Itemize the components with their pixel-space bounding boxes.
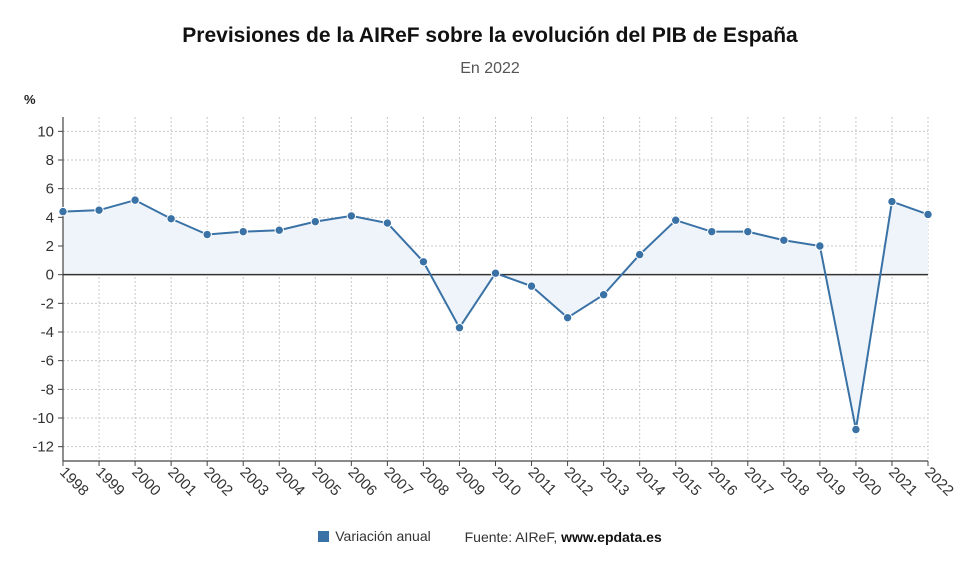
x-tick-label: 2021 [885,464,921,500]
y-tick-label: 6 [46,181,54,198]
x-tick-label: 2014 [633,464,669,500]
y-tick-label: 10 [37,123,54,140]
y-tick-label: -2 [41,295,54,312]
data-point [851,424,861,435]
x-axis-ticks: 1998 1999 2000 2001 2002 2003 2004 2005 2006 2007… [56,461,957,499]
data-point [94,205,104,215]
y-tick-label: -4 [41,324,54,341]
x-tick-label: 2004 [272,464,308,500]
x-tick-label: 2003 [236,464,272,500]
data-point [202,229,212,240]
legend-swatch [318,530,330,542]
data-point [346,211,357,221]
data-point [490,268,501,278]
y-tick-label: 0 [46,267,54,284]
y-tick-label: -12 [32,439,54,456]
y-axis-unit-label: % [24,92,36,107]
x-tick-label: 2019 [813,464,849,500]
y-tick-label: -10 [32,410,54,427]
data-point [707,226,717,237]
grid-lines [62,117,929,461]
legend-item[interactable]: Variación anual [318,528,431,544]
source-note: Fuente: AIReF, www.epdata.es [465,529,662,545]
x-tick-label: 2016 [705,464,741,500]
x-tick-label: 2009 [453,464,489,500]
data-point [526,281,537,291]
y-tick-label: 8 [46,152,54,169]
data-point [634,249,645,260]
area-path [63,200,928,430]
x-tick-label: 2015 [669,464,705,500]
legend-label: Variación anual [335,528,431,544]
area-fill [63,200,928,430]
x-tick-label: 2022 [921,464,957,500]
x-tick-label: 2018 [777,464,813,500]
data-point [310,216,320,227]
y-tick-label: -6 [41,353,54,370]
source-prefix: Fuente: AIReF, [464,528,562,545]
x-tick-label: 2020 [849,464,885,500]
x-tick-label: 2007 [381,464,417,500]
data-point [562,312,573,323]
y-tick-label: -8 [41,381,54,398]
data-point [58,206,68,217]
x-tick-label: 2008 [417,464,453,500]
source-site: www.epdata.es [561,528,662,545]
x-tick-label: 1998 [56,464,92,500]
x-tick-label: 2000 [128,464,164,500]
data-points [58,195,933,435]
chart-subtitle: En 2022 [460,60,520,77]
x-tick-label: 2017 [741,464,777,500]
data-point [454,323,465,333]
data-point [238,226,248,237]
x-tick-label: 2001 [164,464,200,500]
x-tick-label: 2010 [489,464,525,500]
data-point [887,196,897,207]
x-tick-label: 1999 [92,464,128,500]
data-point [130,195,140,205]
x-tick-label: 2013 [597,464,633,500]
data-point [743,226,753,237]
x-tick-label: 2011 [525,464,560,499]
x-tick-label: 2012 [561,464,597,500]
chart-title: Previsiones de la AIReF sobre la evoluci… [182,24,798,47]
y-tick-label: 2 [46,238,54,255]
data-point [598,290,609,300]
data-point [923,209,933,220]
y-axis-ticks: 10 8 6 4 2 0 -2 -4 -6 -8 -10 -12 [32,123,63,456]
legend: Variación anual Fuente: AIReF, www.epdat… [0,528,980,545]
y-tick-label: 4 [46,209,54,226]
x-tick-label: 2005 [308,464,344,500]
data-point [418,257,429,267]
data-point [815,241,825,251]
x-tick-label: 2002 [200,464,236,500]
data-point [274,225,284,235]
data-point [779,235,789,245]
data-point [382,218,393,228]
data-point [671,215,681,225]
x-tick-label: 2006 [345,464,381,500]
data-point [166,214,176,224]
